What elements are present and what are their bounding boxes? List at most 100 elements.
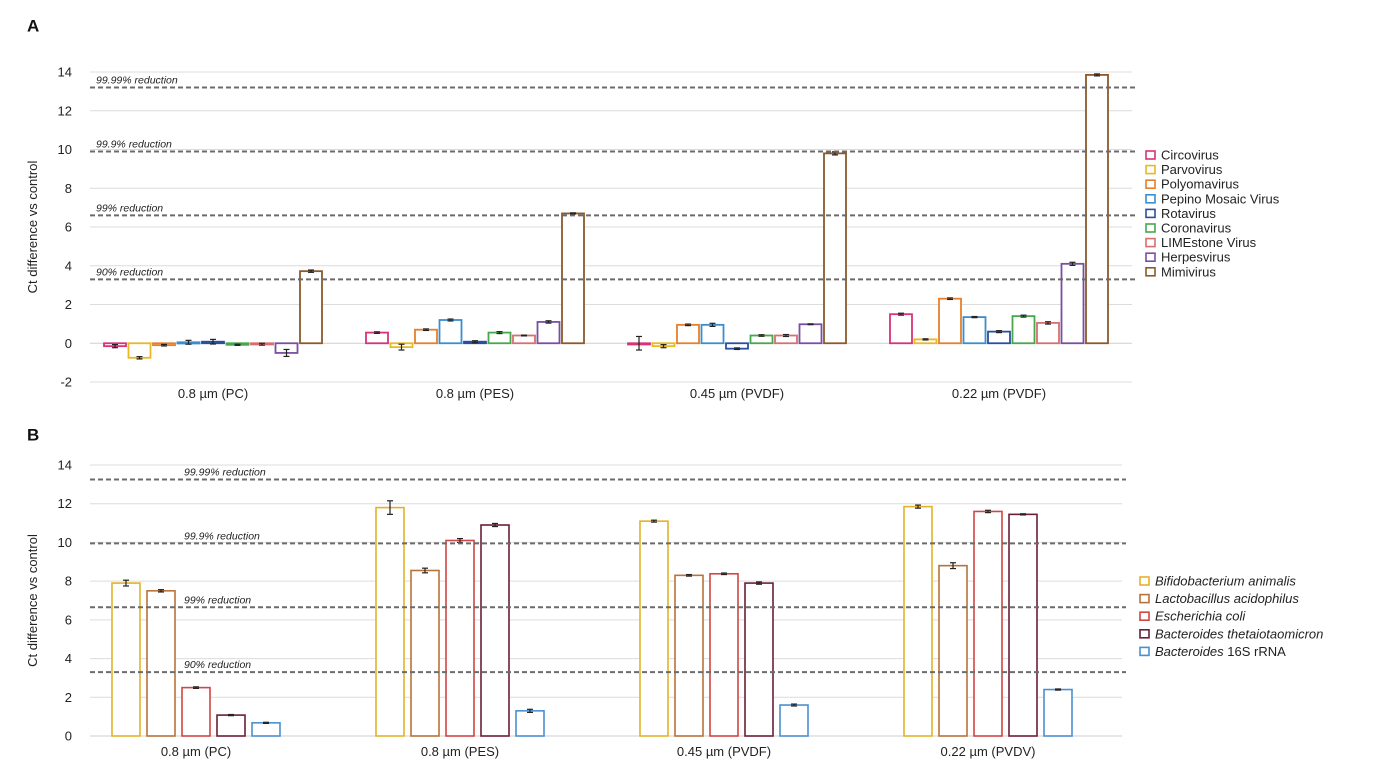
y-tick-label: 0 [65,729,72,744]
legend-label: Pepino Mosaic Virus [1161,191,1280,206]
legend-swatch [1145,252,1156,262]
legend-label: LIMEstone Virus [1161,235,1257,250]
x-category-label: 0.8 µm (PES) [421,744,499,759]
reference-line-label: 99.9% reduction [184,530,260,542]
reference-line-label: 99.99% reduction [96,75,178,87]
bar [700,323,725,345]
legend-swatch [1139,611,1150,622]
legend-swatch [1145,223,1156,233]
legend-swatch [1145,208,1156,219]
legend-swatch [1139,628,1150,639]
bar [536,321,561,345]
legend-label: Rotavirus [1161,206,1216,221]
bar [889,313,913,345]
legend-label: Mimivirus [1161,264,1216,279]
bar [299,270,323,345]
bar [251,722,281,737]
y-tick-label: -2 [60,375,72,390]
y-tick-label: 6 [65,612,72,627]
bar [823,152,847,345]
x-category-label: 0.8 µm (PES) [436,386,514,401]
bar [445,539,475,737]
legend-swatch [1145,237,1156,248]
bar [938,297,962,345]
reference-line-label: 90% reduction [96,266,163,278]
panel-label: B [27,425,39,444]
panel-b-chart: B 0 2 4 6 8 10 12 14 Ct difference vs control 0.8 … [25,425,1323,759]
y-tick-label: 0 [65,336,72,351]
bar [480,524,510,737]
bar [181,686,211,737]
legend-swatch [1139,576,1150,586]
legend-label: Parvovirus [1161,162,1223,177]
legend-swatch [1145,266,1156,277]
bar [1008,513,1038,737]
legend-label: Coronavirus [1161,221,1232,236]
x-category-label: 0.8 µm (PC) [161,744,231,759]
bar [375,506,405,737]
y-tick-label: 2 [65,297,72,312]
bar [515,710,545,737]
legend-label: Herpesvirus [1161,250,1231,265]
y-tick-label: 8 [65,181,72,196]
legend-label: Circovirus [1161,148,1219,163]
bar [216,714,246,737]
x-category-label: 0.22 µm (PVDF) [952,386,1046,401]
legend-label: Bacteroides 16S rRNA [1155,644,1286,659]
reference-line-label: 99% reduction [184,594,251,606]
bar [744,582,774,737]
x-category-label: 0.45 µm (PVDF) [677,744,771,759]
bar [111,582,141,737]
bar [987,330,1011,345]
bar [973,510,1003,737]
bar [146,590,176,737]
x-category-label: 0.45 µm (PVDF) [690,386,784,401]
bar [639,520,669,737]
legend-swatch [1145,164,1156,175]
x-category-label: 0.22 µm (PVDV) [941,744,1036,759]
bar [438,319,463,345]
y-tick-label: 14 [58,65,72,80]
y-axis-label: Ct difference vs control [25,534,40,667]
bar [365,331,389,345]
bar [127,342,152,359]
legend-label: Polyomavirus [1161,177,1240,192]
y-tick-label: 8 [65,574,72,589]
bar [487,331,512,345]
bar [962,316,987,345]
panel-label: A [27,16,39,35]
legend-swatch [1145,179,1156,189]
bar [512,334,536,345]
reference-line-label: 99.9% reduction [96,138,172,150]
bar [1043,688,1073,737]
y-tick-label: 12 [58,103,72,118]
legend-label: Bacteroides thetaiotaomicron [1155,626,1323,641]
bar [798,323,823,345]
reference-line-label: 99.99% reduction [184,467,266,479]
y-tick-label: 10 [58,535,72,550]
bar [1085,74,1109,345]
legend-label: Lactobacillus acidophilus [1155,591,1299,606]
y-tick-label: 4 [65,258,72,273]
bar [709,572,739,737]
y-tick-label: 2 [65,690,72,705]
bar [674,574,704,737]
y-tick-label: 4 [65,651,72,666]
y-tick-label: 12 [58,496,72,511]
y-axis-label: Ct difference vs control [25,161,40,294]
reference-line-label: 90% reduction [184,659,251,671]
y-tick-label: 6 [65,220,72,235]
bar [938,564,968,737]
bar [676,323,700,345]
x-category-label: 0.8 µm (PC) [178,386,248,401]
legend-label: Escherichia coli [1155,609,1246,624]
bar [1036,322,1060,345]
y-tick-label: 14 [58,458,72,473]
y-tick-label: 10 [58,142,72,157]
bar [779,704,809,737]
bar [410,569,440,737]
bar [1011,315,1036,345]
panel-a-chart: A -2 0 2 4 6 8 10 12 14 Ct difference vs control 0.… [25,16,1280,401]
legend-swatch [1139,593,1150,604]
